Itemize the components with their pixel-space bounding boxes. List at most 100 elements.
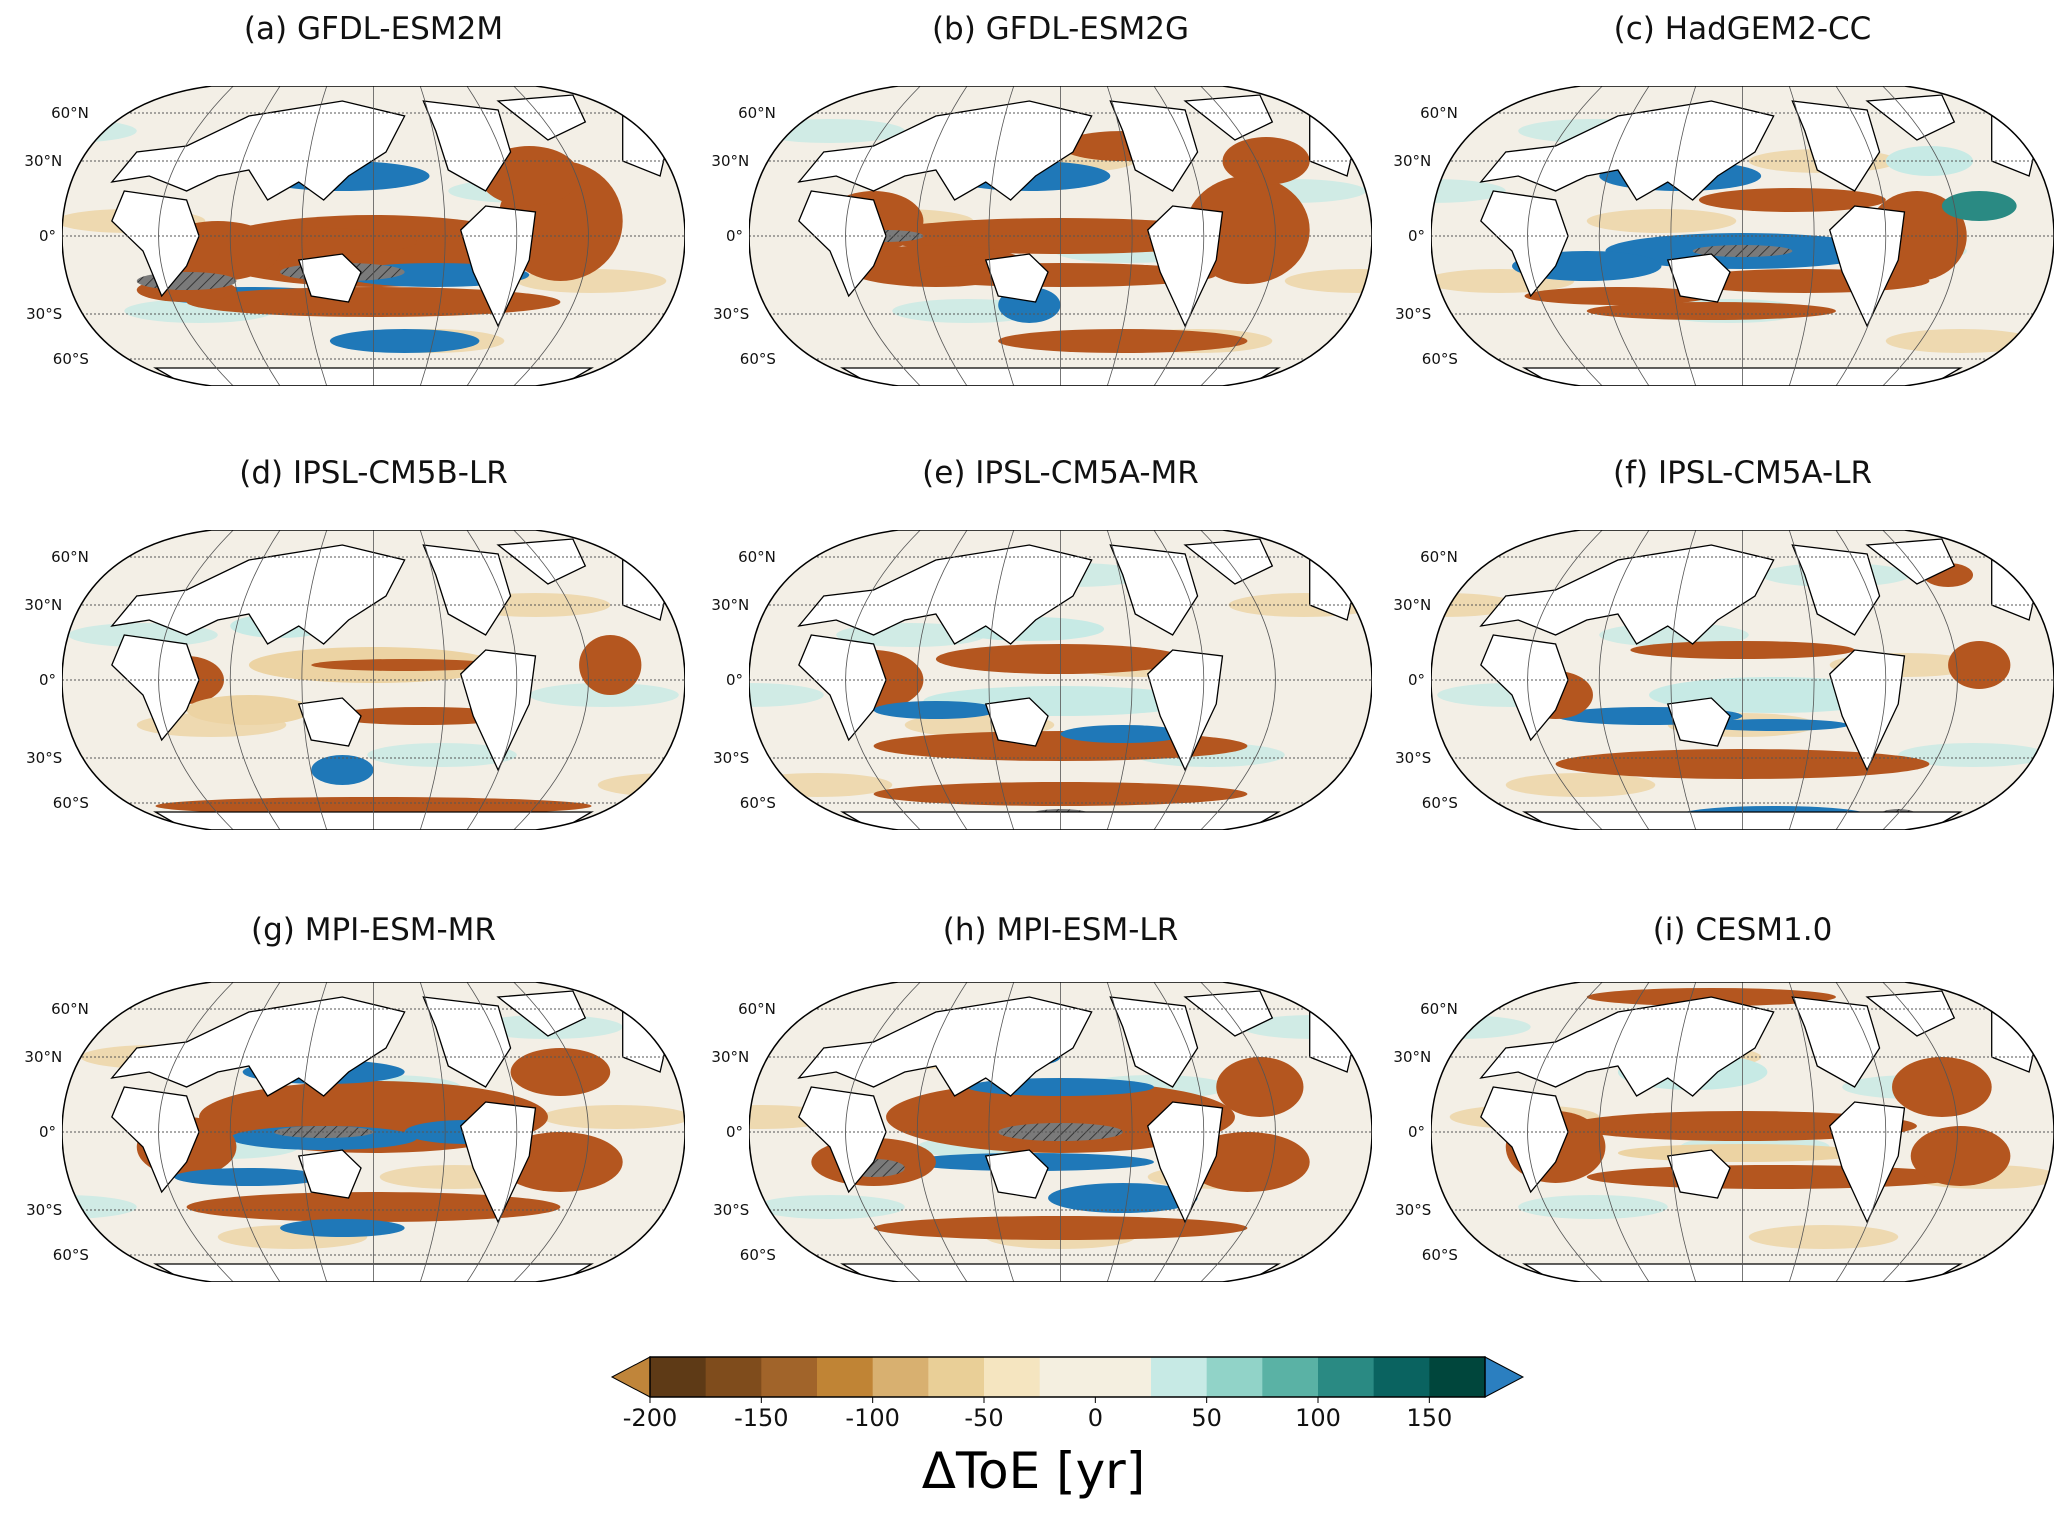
map-panel [1431,982,2054,1282]
latitude-label: 60°N [51,548,89,566]
landmass [110,544,406,645]
longitude-gridline [419,982,446,1282]
latitude-label: 0° [1407,1123,1425,1141]
longitude-gridline [419,530,446,830]
map-border [1431,530,2054,830]
anomaly-region [1048,1183,1198,1213]
colorbar-tick-label: 100 [1295,1404,1341,1432]
anomaly-region [1698,719,1849,731]
longitude-gridline [916,982,968,1282]
longitude-gridline [1882,86,1958,386]
longitude-gridline [301,530,328,830]
map-panel [62,530,685,830]
landmass [1479,544,1775,645]
longitude-gridline [845,982,921,1282]
latitude-label: 30°N [24,596,63,614]
colorbar-bin [1373,1357,1430,1397]
longitude-gridline [513,530,589,830]
colorbar-bin [1262,1357,1319,1397]
colorbar-tick-label: 150 [1406,1404,1453,1432]
latitude-label: 60°N [51,1000,89,1018]
landmass [297,697,362,747]
latitude-label: 60°S [52,350,89,368]
panel-title: (g) MPI-ESM-MR [251,912,496,948]
latitude-label: 0° [1407,227,1425,245]
landmass [110,996,406,1097]
latitude-label: 60°S [52,1246,89,1264]
longitude-gridline [1882,530,1958,830]
longitude-gridline [1106,86,1133,386]
map-panel [62,86,685,386]
landmass [111,190,200,298]
longitude-gridline [1527,86,1603,386]
latitude-label: 60°N [1420,548,1458,566]
latitude-label: 30°N [1393,152,1432,170]
anomaly-region [1216,1057,1304,1117]
longitude-gridline [1153,86,1205,386]
map-border [62,86,685,386]
colorbar-bin [817,1357,874,1397]
landmass [1480,190,1569,298]
longitude-gridline [845,530,921,830]
colorbar-bin [761,1357,818,1397]
colorbar-bin [1095,1357,1152,1397]
colorbar-bar [610,1356,1525,1403]
landmass [797,996,1093,1097]
latitude-label: 60°S [1421,1246,1458,1264]
latitude-label: 0° [1407,671,1425,689]
colorbar-over-arrow [1484,1356,1525,1398]
panel-title: (c) HadGEM2-CC [1613,11,1872,47]
anomaly-region [1885,146,1974,176]
colorbar-bin [1151,1357,1208,1397]
colorbar-bin [1429,1357,1486,1397]
latitude-label: 30°S [26,749,63,767]
anomaly-region [1892,1057,1992,1117]
colorbar-tick-label: -150 [734,1404,789,1432]
latitude-label: 30°S [1395,1201,1432,1219]
longitude-gridline [1106,530,1133,830]
hatched-region [136,272,237,290]
latitude-label: 30°N [1393,596,1432,614]
panel-title: (b) GFDL-ESM2G [931,11,1190,47]
latitude-label: 60°N [738,1000,776,1018]
longitude-gridline [1598,982,1650,1282]
longitude-gridline [1153,982,1205,1282]
longitude-gridline [229,86,281,386]
latitude-label: 30°S [713,749,750,767]
landmass [1479,100,1775,201]
landmass [797,100,1093,201]
landmass [798,634,887,742]
panel-title: (h) MPI-ESM-LR [942,912,1179,948]
longitude-gridline [466,530,518,830]
anomaly-region [510,1048,611,1096]
longitude-gridline [513,982,589,1282]
longitude-gridline [1670,86,1697,386]
longitude-gridline [1788,86,1815,386]
latitude-label: 60°N [738,548,776,566]
colorbar-bin [1318,1357,1375,1397]
latitude-label: 30°S [1395,749,1432,767]
anomaly-region [1586,302,1836,320]
longitude-gridline [1153,530,1205,830]
colorbar-bin [1039,1357,1096,1397]
longitude-gridline [1598,86,1650,386]
landmass [297,253,362,303]
map-panel [1431,86,2054,386]
map-panel [749,86,1372,386]
landmass [297,1149,362,1199]
longitude-gridline [1670,982,1697,1282]
latitude-label: 60°S [739,794,776,812]
longitude-gridline [1788,982,1815,1282]
longitude-gridline [1835,982,1887,1282]
anomaly-region [1941,191,2017,221]
landmass [1666,253,1731,303]
colorbar-tick-label: 50 [1191,1404,1222,1432]
landmass [798,1086,887,1194]
map-panel [749,530,1372,830]
longitude-gridline [1106,982,1133,1282]
longitude-gridline [513,86,589,386]
colorbar-bin [872,1357,929,1397]
latitude-label: 30°N [1393,1048,1432,1066]
latitude-label: 30°S [713,1201,750,1219]
longitude-gridline [916,530,968,830]
